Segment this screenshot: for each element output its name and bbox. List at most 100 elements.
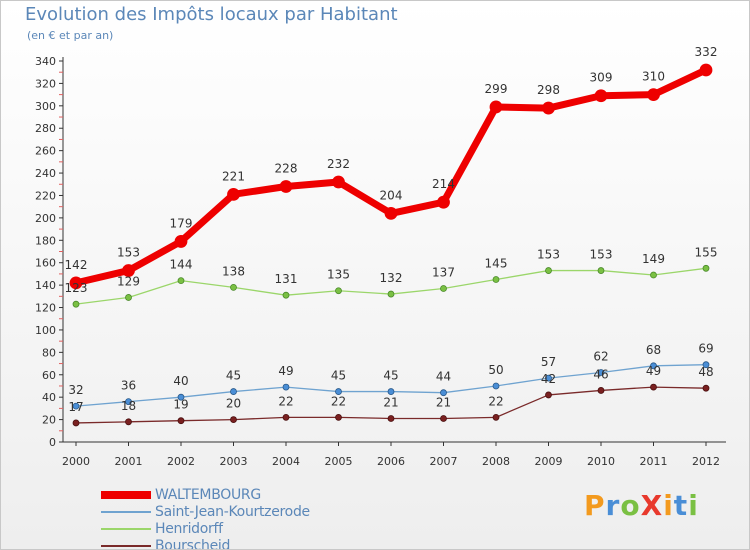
- y-tick-label: 340: [35, 55, 56, 68]
- data-label: 45: [383, 369, 398, 383]
- data-label: 22: [331, 394, 346, 408]
- data-point: [125, 418, 132, 426]
- x-tick-label: 2009: [535, 455, 563, 468]
- y-tick-label: 160: [35, 257, 56, 270]
- data-label: 62: [593, 350, 608, 364]
- data-point: [387, 415, 395, 422]
- data-point: [650, 271, 657, 279]
- data-label: 36: [121, 379, 136, 393]
- data-label: 299: [485, 82, 508, 96]
- data-label: 46: [593, 367, 608, 381]
- data-point: [230, 388, 237, 395]
- data-point: [440, 389, 447, 397]
- data-point: [177, 417, 185, 425]
- data-point: [492, 276, 500, 283]
- data-point: [545, 374, 552, 382]
- y-tick-label: 240: [35, 167, 56, 180]
- chart-subtitle: (en € et par an): [27, 29, 114, 42]
- data-label: 20: [226, 397, 241, 411]
- data-label: 149: [642, 252, 665, 266]
- data-point: [492, 413, 500, 421]
- data-label: 142: [65, 258, 88, 272]
- data-label: 153: [537, 248, 560, 262]
- data-label: 68: [646, 343, 661, 357]
- y-tick-label: 260: [35, 145, 56, 158]
- y-tick-label: 0: [49, 436, 56, 449]
- data-point: [597, 369, 605, 376]
- data-label: 18: [121, 399, 136, 413]
- y-tick-label: 300: [35, 100, 56, 113]
- data-label: 22: [278, 394, 293, 408]
- data-point: [384, 206, 398, 220]
- y-tick-label: 100: [35, 324, 56, 337]
- data-label: 132: [380, 271, 403, 285]
- data-point: [282, 291, 290, 299]
- x-tick-label: 2012: [692, 455, 720, 468]
- data-label: 69: [698, 342, 713, 356]
- data-point: [702, 361, 710, 369]
- legend-swatch: [101, 490, 151, 499]
- chart-title: Evolution des Impôts locaux par Habitant: [25, 4, 398, 25]
- data-label: 221: [222, 169, 245, 183]
- y-tick-label: 280: [35, 122, 56, 135]
- legend-label: Saint-Jean-Kourtzerode: [155, 503, 310, 520]
- legend-swatch: [101, 527, 151, 530]
- logo-letter: X: [640, 489, 664, 522]
- data-point: [650, 362, 657, 370]
- y-tick-label: 120: [35, 302, 56, 315]
- y-tick-label: 200: [35, 212, 56, 225]
- data-label: 145: [485, 257, 508, 271]
- proxiti-logo: ProXiti: [584, 489, 699, 522]
- data-point: [542, 101, 555, 115]
- y-tick-label: 220: [35, 189, 56, 202]
- y-tick-label: 80: [42, 346, 56, 359]
- data-point: [437, 195, 450, 209]
- logo-letter: o: [620, 489, 641, 522]
- y-tick-label: 140: [35, 279, 56, 292]
- data-point: [72, 419, 80, 427]
- data-point: [72, 300, 80, 308]
- data-point: [440, 285, 447, 292]
- legend-swatch: [101, 544, 151, 547]
- data-point: [440, 415, 447, 422]
- x-tick-label: 2008: [482, 455, 510, 468]
- data-label: 309: [590, 71, 613, 85]
- data-point: [177, 277, 185, 285]
- x-tick-label: 2004: [272, 455, 300, 468]
- data-point: [702, 264, 710, 272]
- data-label: 57: [541, 355, 556, 369]
- data-label: 232: [327, 157, 350, 171]
- data-label: 40: [173, 374, 188, 388]
- data-label: 48: [698, 365, 713, 379]
- data-point: [597, 387, 605, 394]
- data-point: [492, 382, 500, 390]
- data-point: [227, 187, 240, 201]
- data-point: [597, 267, 605, 274]
- data-label: 44: [436, 370, 451, 384]
- data-point: [650, 383, 657, 391]
- y-tick-label: 320: [35, 77, 56, 90]
- data-point: [279, 180, 293, 193]
- data-label: 153: [590, 248, 613, 262]
- data-point: [125, 294, 132, 301]
- data-label: 153: [117, 246, 140, 260]
- y-tick-label: 40: [42, 391, 56, 404]
- data-label: 123: [65, 281, 88, 295]
- legend-item: Bourscheid: [101, 537, 310, 549]
- data-label: 138: [222, 264, 245, 278]
- x-tick-label: 2002: [167, 455, 195, 468]
- logo-letter: i: [688, 489, 699, 522]
- data-label: 45: [331, 369, 346, 383]
- logo-letter: t: [673, 489, 689, 522]
- data-point: [387, 388, 395, 395]
- legend-item: WALTEMBOURG: [101, 486, 310, 503]
- data-label: 131: [275, 272, 298, 286]
- legend: WALTEMBOURG Saint-Jean-Kourtzerode Henrido…: [101, 486, 310, 549]
- data-point: [335, 287, 342, 295]
- data-point: [122, 264, 135, 277]
- data-label: 144: [170, 258, 193, 272]
- data-point: [594, 89, 608, 103]
- data-point: [699, 63, 713, 77]
- data-label: 19: [173, 398, 188, 412]
